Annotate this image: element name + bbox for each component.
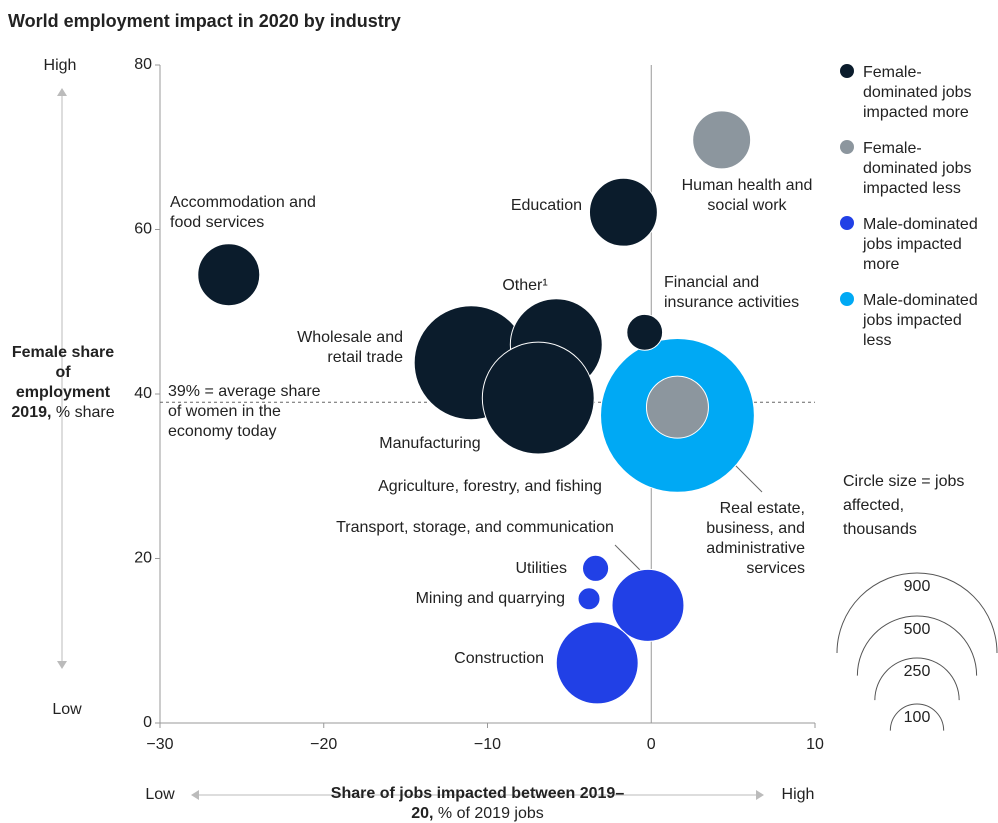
size-legend-label: 900 [904, 578, 931, 595]
legend-label: Male-dominated jobs impacted less [863, 292, 978, 349]
legend-swatch [840, 64, 854, 78]
bubble-label: Financial and insurance activities [664, 274, 800, 311]
size-legend-arc [836, 572, 998, 654]
bubble [645, 375, 709, 439]
y-tick-label: 60 [134, 221, 152, 238]
bubble-label: Accommodation and food services [170, 194, 316, 231]
bubble-label: Wholesale and retail trade [297, 329, 403, 366]
y-title-rest: % share [55, 404, 115, 421]
bubble-label: Human health and social work [681, 177, 813, 214]
size-legend-title: Circle size = jobs affected, thousands [843, 473, 965, 538]
bubble [588, 177, 658, 247]
y-tick-label: 20 [134, 550, 152, 567]
bubble-label: Other¹ [502, 277, 548, 294]
y-title-bold: Female share of employment 2019, [11, 344, 115, 421]
y-title: Female share of employment 2019, % share [8, 343, 118, 423]
y-high: High [44, 57, 77, 74]
legend-swatch [840, 292, 854, 306]
bubble [626, 313, 664, 351]
x-title-rest: % of 2019 jobs [437, 805, 544, 822]
size-legend-arc [874, 657, 960, 701]
bubble-label: Construction [454, 650, 544, 667]
bubble [481, 341, 595, 455]
x-tick-label: −10 [474, 736, 501, 753]
y-low: Low [52, 701, 82, 718]
legend-swatch [840, 140, 854, 154]
bubble-label: Manufacturing [379, 435, 481, 452]
reference-label: 39% = average share of women in the econ… [168, 383, 321, 440]
bubble [577, 587, 601, 611]
x-low: Low [145, 786, 175, 803]
bubble-label: Real estate, business, and administrativ… [706, 500, 805, 577]
bubble-label: Mining and quarrying [415, 590, 565, 607]
x-tick-label: −20 [310, 736, 337, 753]
x-tick-label: −30 [146, 736, 173, 753]
x-title: Share of jobs impacted between 2019–20, … [330, 784, 625, 823]
y-tick-label: 0 [143, 714, 152, 731]
legend-label: Female-dominated jobs impacted less [863, 140, 972, 197]
size-legend-arc [889, 703, 945, 731]
bubble-label: Utilities [515, 560, 567, 577]
legend-label: Male-dominated jobs impacted more [863, 216, 978, 273]
x-tick-label: 10 [806, 736, 824, 753]
bubble [692, 110, 752, 170]
x-tick-label: 0 [647, 736, 656, 753]
size-legend-label: 100 [904, 709, 931, 726]
bubble [555, 621, 639, 705]
x-high: High [782, 786, 815, 803]
bubble [582, 554, 610, 582]
bubble-label: Agriculture, forestry, and fishing [378, 478, 602, 495]
chart-title: World employment impact in 2020 by indus… [8, 11, 401, 31]
bubble [197, 243, 261, 307]
bubble-label: Transport, storage, and communication [336, 519, 614, 536]
x-title-bold: Share of jobs impacted between 2019–20, [330, 785, 625, 822]
leader-line [614, 544, 641, 571]
y-tick-label: 40 [134, 385, 152, 402]
bubble-label: Education [510, 197, 582, 214]
legend-label: Female-dominated jobs impacted more [863, 64, 972, 121]
size-legend-label: 250 [904, 663, 931, 680]
y-tick-label: 80 [134, 56, 152, 73]
bubble [611, 568, 685, 642]
size-legend-arc [856, 615, 978, 676]
legend-swatch [840, 216, 854, 230]
size-legend-label: 500 [904, 621, 931, 638]
